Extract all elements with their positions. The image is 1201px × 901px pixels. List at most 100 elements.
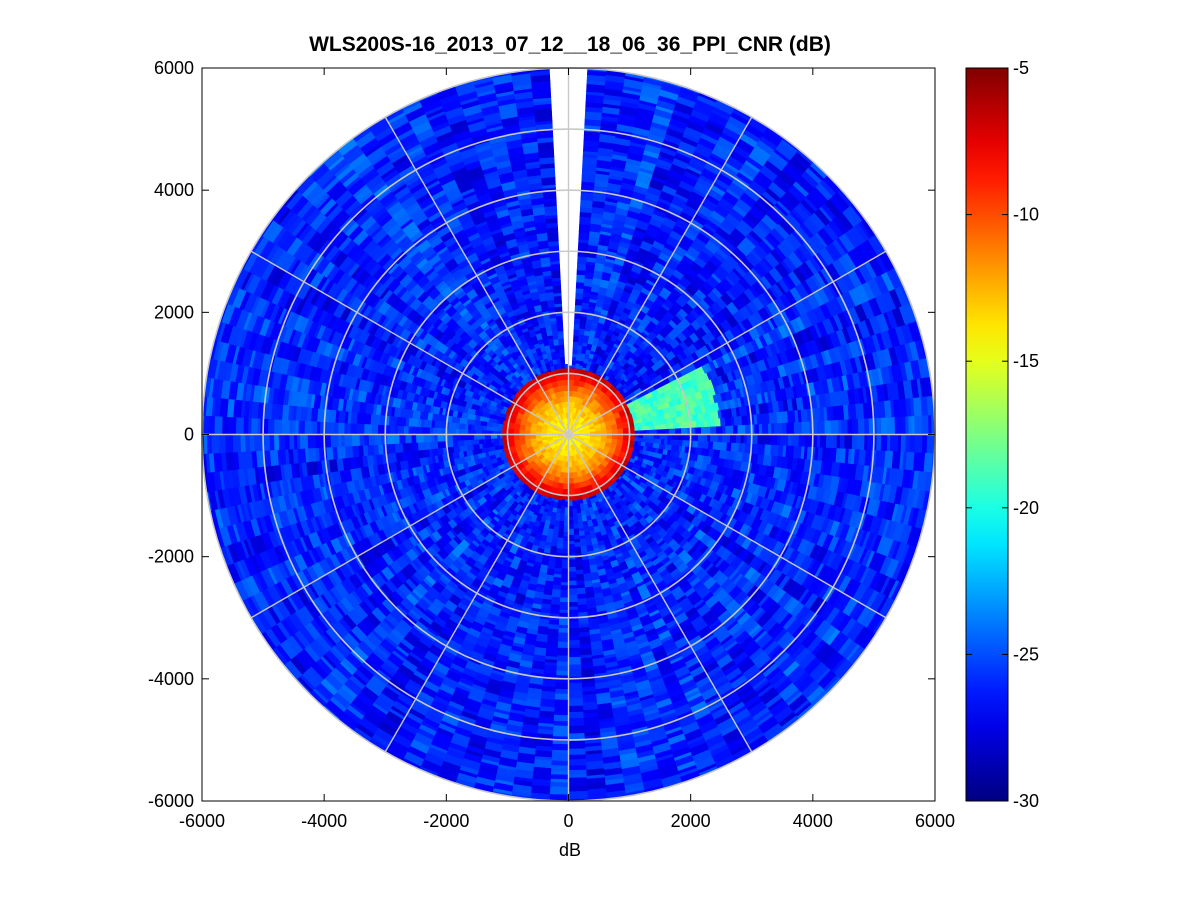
cnr-cell: [582, 572, 593, 583]
cnr-cell: [552, 720, 569, 727]
cnr-cell: [914, 415, 924, 435]
cnr-cell: [574, 560, 583, 568]
cnr-cell: [568, 669, 582, 678]
cnr-cell: [568, 647, 581, 654]
cnr-cell: [582, 156, 598, 167]
cnr-cell: [660, 423, 667, 430]
cnr-cell: [764, 444, 772, 457]
cnr-cell: [456, 439, 465, 447]
cnr-cell: [576, 263, 587, 271]
cnr-cell: [819, 434, 827, 449]
chart-title: WLS200S-16_2013_07_12__18_06_36_PPI_CNR …: [309, 33, 831, 56]
cnr-cell: [641, 425, 650, 431]
cnr-cell: [682, 421, 691, 429]
cnr-cell: [561, 559, 569, 567]
cnr-cell: [676, 439, 684, 447]
cnr-cell: [558, 601, 569, 611]
cnr-cell: [668, 428, 676, 435]
cnr-cell: [562, 540, 569, 547]
cnr-cell: [539, 698, 555, 708]
cnr-cell: [568, 765, 587, 771]
cnr-cell: [568, 543, 575, 550]
cnr-cell: [563, 518, 569, 527]
cnr-cell: [556, 655, 569, 663]
cnr-cell: [568, 635, 580, 641]
cnr-cell: [677, 434, 682, 441]
cnr-cell: [555, 670, 569, 677]
cnr-cell: [568, 566, 577, 573]
cnr-cell: [568, 585, 577, 590]
cnr-cell: [717, 434, 724, 443]
cnr-cell: [394, 442, 404, 454]
cnr-cell: [857, 418, 866, 435]
cnr-cell: [549, 786, 569, 796]
cnr-cell: [669, 439, 678, 447]
cnr-cell: [541, 678, 556, 688]
cnr-cell: [921, 434, 928, 454]
cnr-cell: [785, 445, 795, 459]
cnr-cell: [664, 428, 670, 435]
cnr-cell: [914, 434, 924, 454]
cnr-cell: [550, 765, 569, 773]
cnr-cell: [559, 589, 569, 599]
cnr-cell: [681, 427, 688, 435]
cnr-cell: [540, 690, 556, 701]
cnr-cell: [568, 609, 579, 616]
cnr-cell: [880, 434, 888, 452]
cnr-cell: [551, 589, 561, 598]
cnr-cell: [780, 434, 789, 447]
cnr-cell: [926, 434, 936, 454]
cnr-cell: [458, 444, 468, 453]
cnr-cell: [830, 420, 840, 435]
cnr-cell: [568, 769, 587, 776]
cnr-cell: [555, 665, 569, 672]
cnr-cell: [556, 647, 569, 657]
cnr-cell: [694, 427, 702, 435]
cnr-cell: [801, 421, 811, 435]
cnr-cell: [757, 434, 763, 445]
cnr-cell: [568, 740, 586, 750]
cnr-cell: [793, 421, 803, 435]
cnr-cell: [568, 548, 576, 556]
cnr-cell: [761, 434, 771, 446]
cnr-cell: [553, 705, 569, 713]
cnr-cell: [579, 545, 588, 555]
cnr-cell: [735, 434, 742, 444]
cnr-cell: [737, 424, 746, 435]
cnr-cell: [553, 699, 569, 707]
cnr-cell: [577, 255, 588, 265]
cnr-cell: [568, 594, 578, 603]
cnr-cell: [905, 434, 911, 453]
cnr-cell: [556, 543, 564, 550]
cnr-cell: [575, 573, 585, 582]
cnr-cell: [437, 440, 446, 449]
cnr-cell: [573, 328, 580, 337]
cnr-cell: [876, 417, 882, 435]
cnr-cell: [741, 415, 749, 426]
cnr-cell: [411, 442, 419, 452]
cnr-cell: [568, 528, 575, 536]
cnr-cell: [552, 725, 569, 735]
cnr-cell: [694, 434, 699, 442]
cnr-cell: [550, 596, 561, 606]
cnr-cell: [572, 516, 579, 525]
cnr-cell: [583, 277, 594, 288]
cnr-cell: [722, 425, 727, 435]
plot-area: -6000 -4000 -2000 0 2000 4000 6000-6000-4000-2…: [148, 58, 955, 831]
cnr-cell: [768, 412, 778, 425]
cnr-cell: [560, 582, 569, 586]
cnr-cell: [561, 548, 569, 554]
cnr-cell: [574, 549, 582, 556]
cnr-cell: [724, 417, 732, 427]
cnr-cell: [790, 434, 800, 447]
cnr-cell: [562, 536, 569, 542]
cnr-cell: [568, 656, 581, 666]
cnr-cell: [692, 440, 699, 449]
cnr-cell: [847, 419, 853, 435]
cnr-cell: [706, 418, 716, 428]
cnr-cell: [472, 443, 480, 450]
cnr-cell: [745, 424, 751, 435]
cnr-cell: [580, 191, 595, 201]
cnr-cell: [559, 597, 569, 603]
